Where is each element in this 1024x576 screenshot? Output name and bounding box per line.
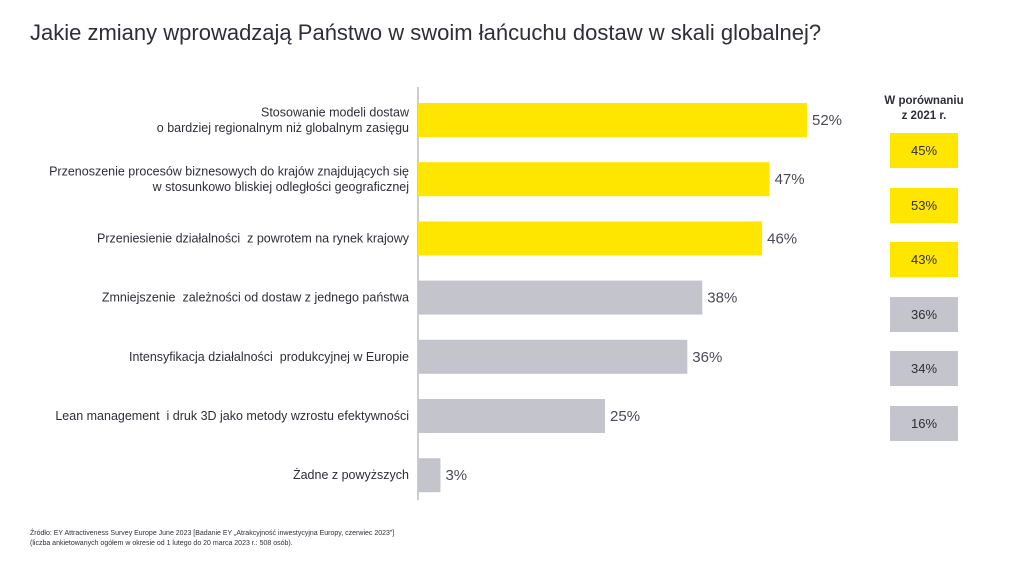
comparison-value: 34% — [890, 351, 958, 387]
source-line2: (liczba ankietowanych ogółem w okresie o… — [30, 540, 293, 547]
comparison-value: 53% — [890, 187, 958, 223]
bar — [418, 339, 688, 374]
bar — [418, 458, 441, 493]
bar — [418, 399, 606, 433]
comparison-value: 45% — [890, 133, 958, 168]
comparison-value: 16% — [890, 406, 958, 441]
bar — [418, 103, 807, 137]
category-label: o bardziej regionalnym niż globalnym zas… — [157, 121, 409, 135]
bar-value-label: 52% — [812, 112, 842, 129]
category-label: Stosowanie modeli dostaw — [261, 105, 410, 119]
bar-value-label: 36% — [692, 349, 722, 366]
page-title: Jakie zmiany wprowadzają Państwo w swoim… — [30, 20, 822, 45]
bar-value-label: 25% — [610, 408, 640, 425]
bar — [418, 162, 770, 197]
source-note: Źródło: EY Attractiveness Survey Europe … — [30, 529, 394, 549]
category-label: Przenoszenie procesów biznesowych do kra… — [49, 164, 409, 178]
source-line1: Źródło: EY Attractiveness Survey Europe … — [30, 530, 395, 537]
comparison-value: 36% — [890, 296, 958, 332]
comparison-header-line1: W porównaniu — [884, 95, 964, 107]
category-label: Intensyfikacja działalności produkcyjnej… — [129, 350, 409, 364]
bar-value-label: 47% — [775, 171, 805, 188]
category-label: Lean management i druk 3D jako metody wz… — [55, 409, 409, 423]
bar — [418, 221, 763, 256]
bar — [418, 280, 703, 315]
comparison-header: W porównaniu z 2021 r. — [876, 94, 972, 124]
comparison-header-line2: z 2021 r. — [901, 110, 947, 122]
category-label: Zmniejszenie zależności od dostaw z jedn… — [102, 291, 409, 305]
bar-value-label: 38% — [707, 290, 737, 307]
category-label: Żadne z powyższych — [293, 468, 409, 482]
comparison-value: 43% — [890, 242, 958, 278]
category-label: w stosunkowo bliskiej odległości geograf… — [152, 180, 409, 194]
category-label: Przeniesienie działalności z powrotem na… — [97, 231, 410, 245]
bar-value-label: 3% — [445, 467, 467, 484]
bar-value-label: 46% — [767, 230, 797, 247]
